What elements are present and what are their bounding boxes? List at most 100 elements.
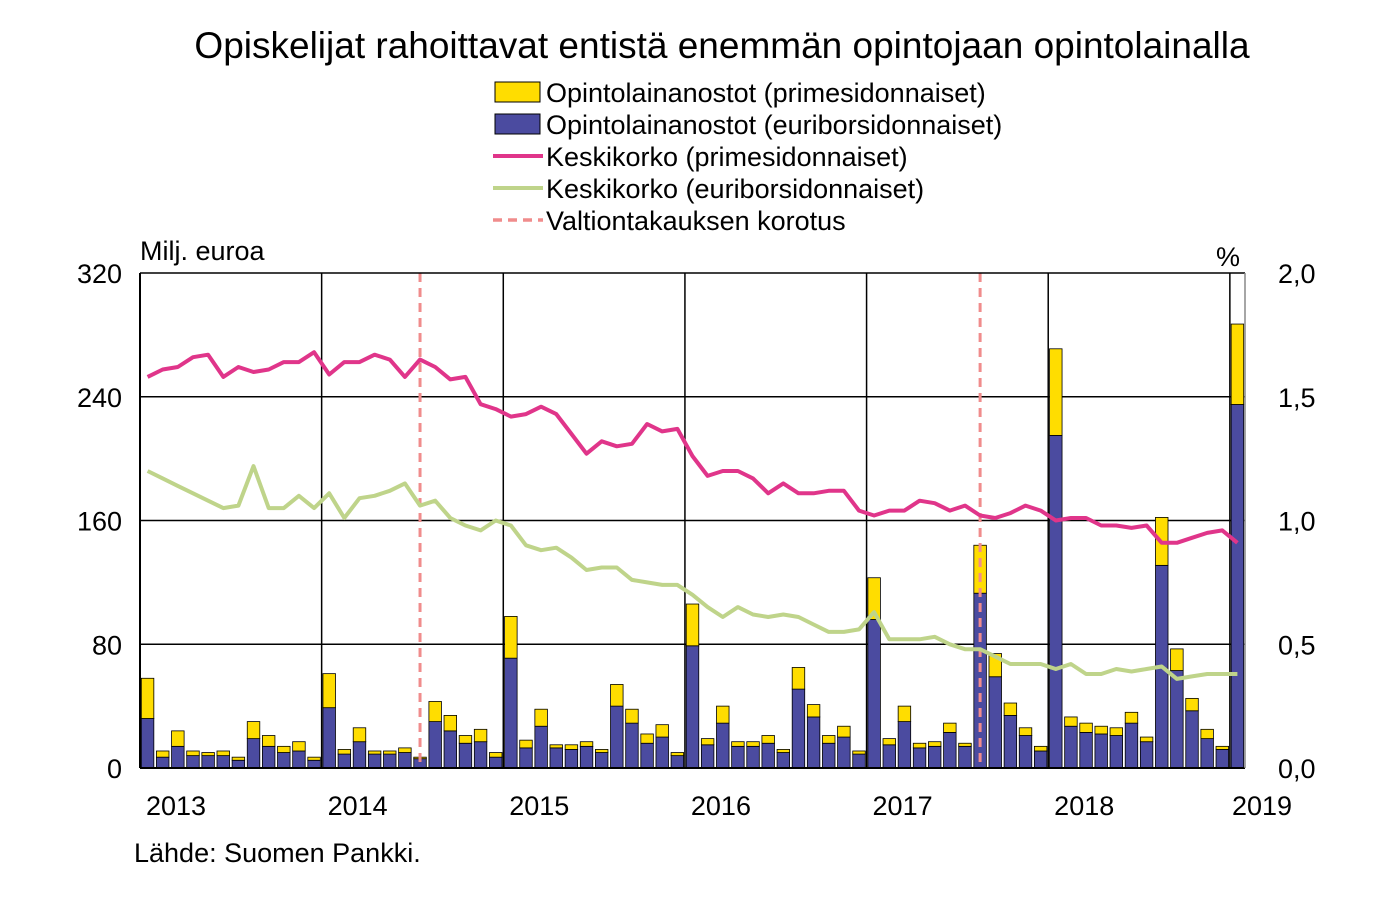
prime-bar — [731, 741, 745, 747]
prime-bar — [897, 705, 912, 722]
euribor-bar — [806, 716, 821, 769]
euribor-bar — [1018, 735, 1033, 769]
euribor-bar — [867, 619, 881, 769]
euribor-bar — [1079, 732, 1093, 769]
y-right-tick-label: 1,0 — [1278, 507, 1316, 537]
guarantee-lines — [418, 273, 982, 768]
prime-bar — [352, 727, 367, 743]
euribor-bar — [595, 752, 609, 769]
euribor-bar — [610, 705, 624, 769]
euribor-bar — [277, 752, 291, 769]
prime-bar — [1094, 725, 1108, 735]
euribor-bar — [534, 725, 548, 769]
prime-bar — [277, 745, 291, 753]
prime-bar — [216, 750, 230, 757]
euribor-bar — [383, 753, 397, 769]
prime-bar — [1170, 648, 1184, 671]
euribor-bar — [1049, 435, 1063, 769]
prime-bar — [367, 750, 382, 755]
legend-label: Keskikorko (primesidonnaiset) — [546, 142, 908, 172]
x-tick-label: 2014 — [328, 791, 388, 821]
euribor-rate-line — [146, 464, 1238, 681]
euribor-bar — [882, 744, 896, 769]
bars — [140, 323, 1245, 769]
euribor-bar — [473, 741, 488, 769]
euribor-bar — [1185, 710, 1199, 769]
legend-swatch — [494, 113, 541, 135]
euribor-bar — [443, 730, 457, 769]
tick-labels: 0 80 160 240 320 0,0 0,5 1,0 1,5 2,0 2013 2014 2015 2… — [77, 259, 1316, 821]
y-right-tick-label: 2,0 — [1278, 259, 1316, 289]
legend-swatch — [494, 81, 541, 103]
euribor-bar — [700, 744, 715, 769]
interest-lines — [146, 350, 1239, 681]
prime-bar — [1230, 323, 1245, 405]
prime-bar — [640, 733, 654, 744]
prime-bar — [201, 752, 215, 757]
chart-title: Opiskelijat rahoittavat entistä enemmän … — [194, 25, 1250, 66]
prime-bar — [943, 722, 957, 733]
prime-bar — [882, 738, 896, 746]
x-tick-label: 2019 — [1232, 791, 1292, 821]
euribor-bar — [670, 755, 685, 769]
y-left-tick-label: 160 — [77, 507, 122, 537]
euribor-bar — [489, 756, 503, 769]
euribor-bar — [322, 707, 336, 769]
euribor-bar — [822, 742, 836, 769]
euribor-bar — [988, 676, 1002, 769]
x-tick-label: 2017 — [873, 791, 933, 821]
right-axis-label: % — [1216, 242, 1240, 272]
prime-bar — [625, 708, 639, 724]
euribor-bar — [1215, 749, 1229, 769]
euribor-bar — [761, 742, 775, 769]
euribor-bar — [655, 736, 669, 769]
x-tick-label: 2016 — [691, 791, 751, 821]
x-tick-label: 2015 — [509, 791, 569, 821]
euribor-bar — [1230, 404, 1245, 769]
euribor-bar — [428, 721, 442, 769]
prime-rate-line — [146, 350, 1239, 545]
euribor-bar — [1124, 722, 1139, 769]
euribor-bar — [519, 747, 533, 769]
prime-bar — [383, 750, 397, 755]
euribor-bar — [458, 742, 473, 769]
prime-bar — [428, 701, 442, 722]
euribor-bar — [1139, 741, 1154, 769]
x-tick-label: 2018 — [1054, 791, 1114, 821]
prime-bar — [1003, 702, 1018, 716]
prime-bar — [655, 724, 669, 738]
prime-bar — [1124, 711, 1139, 724]
prime-bar — [761, 735, 775, 744]
legend-label: Keskikorko (euriborsidonnaiset) — [546, 174, 924, 204]
euribor-bar — [246, 738, 261, 769]
euribor-bar — [231, 759, 246, 769]
prime-bar — [140, 677, 155, 719]
legend-label: Opintolainanostot (primesidonnaiset) — [546, 78, 986, 108]
euribor-bar — [186, 755, 200, 769]
euribor-bar — [791, 688, 806, 769]
euribor-bar — [337, 753, 352, 769]
prime-bar — [473, 728, 488, 743]
prime-bar — [1079, 722, 1093, 733]
euribor-bar — [398, 752, 412, 769]
euribor-bar — [958, 745, 972, 769]
prime-bar — [867, 577, 881, 620]
prime-bar — [1018, 727, 1033, 736]
legend-label: Opintolainanostot (euriborsidonnaiset) — [546, 110, 1002, 140]
euribor-bar — [171, 745, 185, 769]
euribor-bar — [307, 759, 321, 769]
prime-bar — [458, 735, 473, 744]
y-left-tick-label: 80 — [92, 630, 122, 660]
y-right-tick-label: 1,5 — [1278, 383, 1316, 413]
euribor-bar — [579, 745, 594, 769]
euribor-bar — [504, 657, 518, 769]
legend-label: Valtiontakauksen korotus — [546, 206, 846, 236]
prime-bar — [579, 741, 594, 747]
prime-bar — [231, 756, 246, 761]
euribor-bar — [640, 742, 654, 769]
prime-bar — [610, 684, 624, 707]
euribor-bar — [549, 747, 563, 769]
euribor-bar — [928, 745, 942, 769]
prime-bar — [595, 749, 609, 753]
